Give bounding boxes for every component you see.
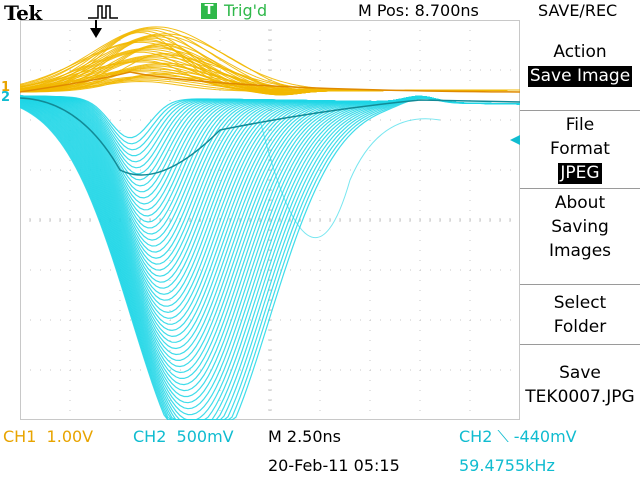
waveform-display bbox=[20, 20, 520, 420]
ch1-ground-marker: 1 bbox=[1, 80, 11, 95]
side-menu: Action Save Image File Format JPEG About… bbox=[520, 22, 640, 420]
ch1-average-trace bbox=[20, 71, 520, 93]
ch2-outlier-trace bbox=[259, 118, 441, 239]
ch2-trigger-level-icon bbox=[510, 135, 520, 145]
menu-save-file[interactable]: Save TEK0007.JPG bbox=[520, 344, 640, 421]
menu-file-format[interactable]: File Format JPEG bbox=[520, 110, 640, 189]
menu-about-saving-title: About Saving Images bbox=[548, 193, 612, 261]
menu-save-file-title: Save TEK0007.JPG bbox=[525, 363, 635, 407]
status-bar: Tek T Trig'd M Pos: 8.700ns SAVE/REC bbox=[0, 0, 640, 25]
ch2-average-trace bbox=[20, 97, 520, 176]
trigger-level: CH2 ⟍ -440mV bbox=[459, 427, 577, 446]
trigger-badge: T bbox=[201, 3, 217, 19]
menu-about-saving[interactable]: About Saving Images bbox=[520, 188, 640, 285]
menu-action-title: Action bbox=[553, 42, 607, 62]
acquisition-run-icon bbox=[88, 5, 118, 19]
ch1-scale: CH1 1.00V bbox=[3, 427, 94, 446]
menu-title: SAVE/REC bbox=[538, 1, 618, 20]
ch2-scale: CH2 500mV bbox=[133, 427, 234, 446]
ch2-waveform bbox=[20, 95, 520, 420]
ch1-waveform bbox=[20, 26, 520, 96]
ch1-trace-line bbox=[20, 26, 520, 91]
trigger-status: Trig'd bbox=[224, 1, 268, 20]
menu-file-format-title: File Format bbox=[550, 115, 610, 159]
scale-readout-bar: CH1 1.00V CH2 500mV M 2.50ns CH2 ⟍ -440m… bbox=[0, 420, 640, 480]
ch2-ground-marker: 2 bbox=[1, 90, 11, 105]
trigger-position-icon bbox=[90, 28, 102, 38]
timebase: M 2.50ns bbox=[268, 427, 341, 446]
menu-file-format-value: JPEG bbox=[558, 163, 602, 184]
date-time: 20-Feb-11 05:15 bbox=[268, 456, 400, 475]
menu-action-value: Save Image bbox=[527, 66, 633, 87]
menu-select-folder-title: Select Folder bbox=[553, 293, 607, 337]
horizontal-position: M Pos: 8.700ns bbox=[358, 1, 479, 20]
menu-action[interactable]: Action Save Image bbox=[520, 40, 640, 110]
trigger-frequency: 59.4755kHz bbox=[459, 456, 555, 475]
menu-select-folder[interactable]: Select Folder bbox=[520, 284, 640, 345]
